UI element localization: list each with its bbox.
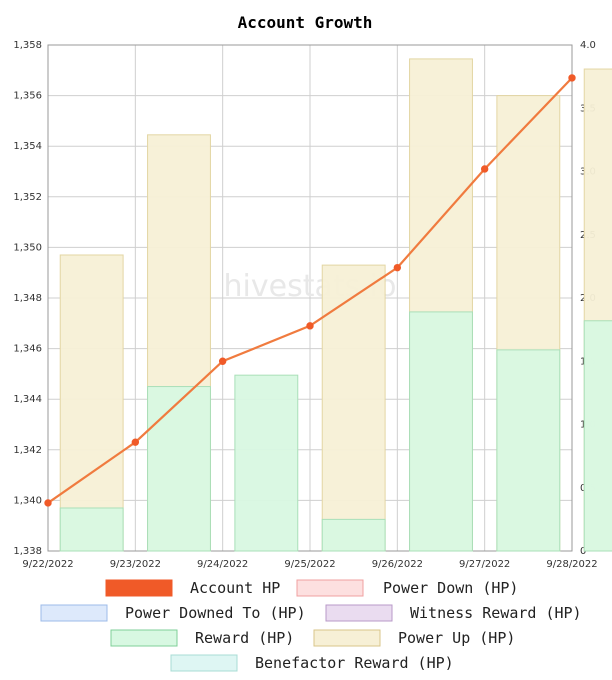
x-tick-label: 9/22/2022 [22,559,73,570]
bar-power-up-hp [321,264,386,552]
legend-item[interactable]: Power Downed To (HP) [40,604,306,622]
y-left-tick-label: 1,346 [13,344,42,355]
bar-reward-hp [583,320,612,552]
x-tick-label: 9/23/2022 [110,559,161,570]
bar-reward-hp [409,311,473,552]
y-left-tick-label: 1,338 [13,546,42,557]
bar-reward-hp [147,386,211,552]
legend-swatch [40,604,108,622]
bar-reward-hp [321,518,386,552]
legend-item[interactable]: Power Up (HP) [313,629,515,647]
legend-item[interactable]: Account HP [105,579,280,597]
legend: Account HP Power Down (HP) Power Downed To… [40,579,582,672]
x-tick-label: 9/28/2022 [546,559,597,570]
legend-item[interactable]: Power Down (HP) [296,579,518,597]
x-tick-label: 9/24/2022 [197,559,248,570]
y-left-tick-label: 1,344 [13,394,42,405]
point-account-hp [568,74,576,82]
x-tick-label: 9/27/2022 [459,559,510,570]
legend-label: Power Up (HP) [398,629,515,647]
point-account-hp [44,499,52,507]
plot-area: 1,338 1,340 1,342 1,344 1,346 1,348 1,350 1,352… [13,40,612,570]
chart-title: Account Growth [238,13,373,32]
legend-swatch [313,629,381,647]
legend-label: Benefactor Reward (HP) [255,654,454,672]
legend-label: Power Down (HP) [383,579,518,597]
bar-reward-hp [234,374,299,552]
y-left-tick-label: 1,352 [13,192,42,203]
y-left-tick-label: 1,356 [13,91,42,102]
y-right-tick-label: 0 [580,546,586,557]
point-account-hp [131,438,140,446]
y-left-tick-label: 1,358 [13,40,42,51]
plot-frame [47,44,573,552]
bar-power-up-hp [59,254,124,552]
x-tick-label: 9/25/2022 [284,559,335,570]
y-left-tick-label: 1,350 [13,242,42,253]
bar-reward-hp [496,349,561,552]
y-left-tick-label: 1,354 [13,141,42,152]
legend-swatch [170,654,238,672]
legend-item[interactable]: Reward (HP) [110,629,294,647]
legend-label: Account HP [190,579,280,597]
legend-item[interactable]: Witness Reward (HP) [325,604,582,622]
legend-item[interactable]: Benefactor Reward (HP) [170,654,454,672]
y-left-tick-label: 1,340 [13,495,42,506]
legend-label: Reward (HP) [195,629,294,647]
legend-swatch [296,579,364,597]
y-left-tick-label: 1,342 [13,445,42,456]
y-left-tick-label: 1,348 [13,293,42,304]
legend-swatch [325,604,393,622]
x-tick-label: 9/26/2022 [372,559,423,570]
bar-reward-hp [59,507,124,552]
point-account-hp [393,263,402,272]
legend-swatch [105,579,173,597]
point-account-hp [218,357,227,365]
legend-label: Witness Reward (HP) [410,604,582,622]
point-account-hp [306,322,314,330]
y-right-tick-label: 4.0 [580,40,596,51]
point-account-hp [480,165,489,173]
legend-swatch [110,629,178,647]
legend-label: Power Downed To (HP) [125,604,306,622]
